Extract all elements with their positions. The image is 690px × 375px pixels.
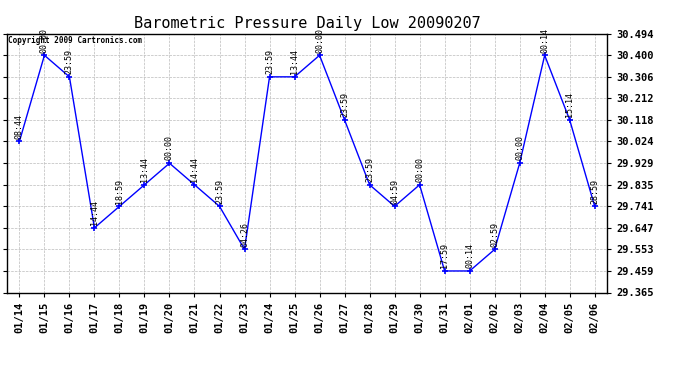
Text: 08:44: 08:44 — [15, 114, 24, 139]
Text: 13:44: 13:44 — [140, 157, 149, 182]
Text: 13:44: 13:44 — [290, 49, 299, 74]
Text: 04:59: 04:59 — [390, 178, 399, 204]
Title: Barometric Pressure Daily Low 20090207: Barometric Pressure Daily Low 20090207 — [134, 16, 480, 31]
Text: 00:00: 00:00 — [315, 27, 324, 53]
Text: 17:59: 17:59 — [440, 243, 449, 268]
Text: 04:26: 04:26 — [240, 222, 249, 247]
Text: 23:59: 23:59 — [215, 178, 224, 204]
Text: 00:00: 00:00 — [165, 135, 174, 160]
Text: 00:00: 00:00 — [415, 157, 424, 182]
Text: 18:59: 18:59 — [115, 178, 124, 204]
Text: 23:59: 23:59 — [265, 49, 274, 74]
Text: 23:59: 23:59 — [65, 49, 74, 74]
Text: Copyright 2009 Cartronics.com: Copyright 2009 Cartronics.com — [8, 36, 142, 45]
Text: 28:59: 28:59 — [590, 178, 599, 204]
Text: 14:44: 14:44 — [90, 200, 99, 225]
Text: 02:59: 02:59 — [490, 222, 499, 247]
Text: 23:59: 23:59 — [365, 157, 374, 182]
Text: 14:44: 14:44 — [190, 157, 199, 182]
Text: 23:59: 23:59 — [340, 92, 349, 117]
Text: 00:00: 00:00 — [515, 135, 524, 160]
Text: 00:00: 00:00 — [40, 27, 49, 53]
Text: 00:14: 00:14 — [540, 27, 549, 53]
Text: 00:14: 00:14 — [465, 243, 474, 268]
Text: 15:14: 15:14 — [565, 92, 574, 117]
